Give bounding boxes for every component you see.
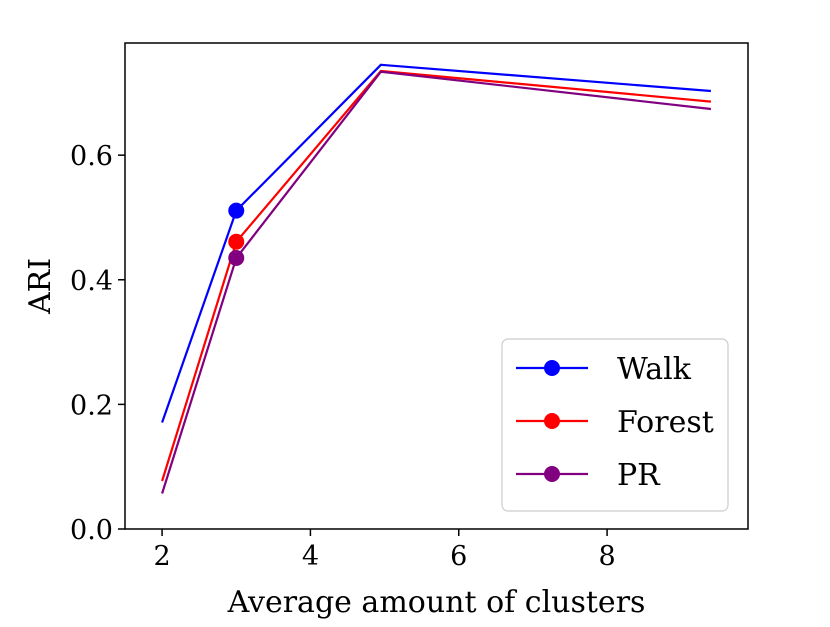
y-axis-label: ARI	[23, 258, 58, 315]
plot-area-frame	[124, 42, 749, 530]
legend-label-forest: Forest	[617, 405, 714, 440]
y-tick-label: 0.0	[70, 515, 113, 546]
y-tick-label: 0.4	[70, 266, 113, 297]
series-lines	[161, 63, 712, 494]
y-tick-label: 0.2	[70, 390, 113, 421]
y-axis-ticks: 0.0 0.2 0.4 0.6	[70, 141, 125, 546]
data-point-walk	[228, 202, 245, 219]
legend-marker-pr	[544, 466, 560, 482]
x-axis-label: Average amount of clusters	[227, 585, 646, 620]
legend-marker-walk	[544, 360, 560, 376]
legend-marker-forest	[544, 413, 560, 429]
y-tick-label: 0.6	[70, 141, 113, 172]
series-line-forest	[161, 69, 712, 482]
series-markers	[228, 202, 245, 266]
x-tick-label: 6	[450, 541, 467, 572]
x-tick-label: 4	[302, 541, 319, 572]
series-line-walk	[161, 63, 711, 423]
data-point-forest	[228, 233, 245, 250]
x-tick-label: 8	[598, 541, 615, 572]
legend-entries: Walk Forest PR	[516, 352, 714, 493]
legend-label-walk: Walk	[617, 352, 692, 387]
series-line-pr	[161, 70, 712, 494]
legend-box	[501, 338, 729, 512]
legend-label-pr: PR	[617, 458, 661, 493]
x-tick-label: 2	[153, 541, 170, 572]
legend: Walk Forest PR	[501, 338, 729, 512]
x-axis-ticks: 2 4 6 8	[153, 529, 616, 572]
data-point-pr	[228, 249, 245, 266]
